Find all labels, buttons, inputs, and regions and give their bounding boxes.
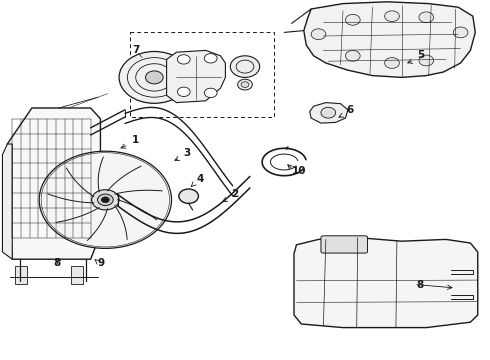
Text: 7: 7 bbox=[132, 45, 140, 55]
Circle shape bbox=[177, 87, 190, 96]
Circle shape bbox=[92, 190, 119, 210]
Circle shape bbox=[177, 55, 190, 64]
Circle shape bbox=[39, 151, 172, 248]
Circle shape bbox=[385, 11, 399, 22]
Polygon shape bbox=[15, 266, 27, 284]
Text: 10: 10 bbox=[292, 166, 307, 176]
Text: 6: 6 bbox=[346, 105, 354, 115]
Circle shape bbox=[419, 12, 434, 23]
Text: 8: 8 bbox=[416, 280, 424, 290]
Bar bbox=[130, 32, 274, 117]
Polygon shape bbox=[294, 238, 478, 328]
Circle shape bbox=[146, 71, 163, 84]
Polygon shape bbox=[310, 103, 348, 123]
Text: 1: 1 bbox=[132, 135, 140, 145]
Circle shape bbox=[453, 27, 468, 38]
Polygon shape bbox=[167, 50, 225, 103]
Circle shape bbox=[419, 55, 434, 66]
Text: 3: 3 bbox=[183, 148, 191, 158]
Polygon shape bbox=[2, 144, 12, 259]
Text: 5: 5 bbox=[417, 50, 425, 60]
Circle shape bbox=[204, 88, 217, 98]
Polygon shape bbox=[7, 108, 100, 259]
Text: 2: 2 bbox=[231, 189, 239, 199]
Circle shape bbox=[311, 29, 326, 40]
Text: 8: 8 bbox=[53, 258, 60, 269]
Circle shape bbox=[204, 54, 217, 63]
Text: 9: 9 bbox=[97, 258, 104, 269]
Circle shape bbox=[101, 197, 109, 203]
Circle shape bbox=[238, 79, 252, 90]
Circle shape bbox=[321, 107, 336, 118]
Polygon shape bbox=[304, 2, 475, 77]
Text: 4: 4 bbox=[196, 174, 203, 184]
Circle shape bbox=[230, 56, 260, 77]
Circle shape bbox=[98, 194, 113, 206]
Polygon shape bbox=[71, 266, 83, 284]
Circle shape bbox=[119, 51, 190, 103]
Circle shape bbox=[241, 82, 249, 87]
Circle shape bbox=[385, 58, 399, 68]
Circle shape bbox=[179, 189, 198, 203]
FancyBboxPatch shape bbox=[321, 236, 368, 253]
Circle shape bbox=[345, 14, 360, 25]
Circle shape bbox=[345, 50, 360, 61]
